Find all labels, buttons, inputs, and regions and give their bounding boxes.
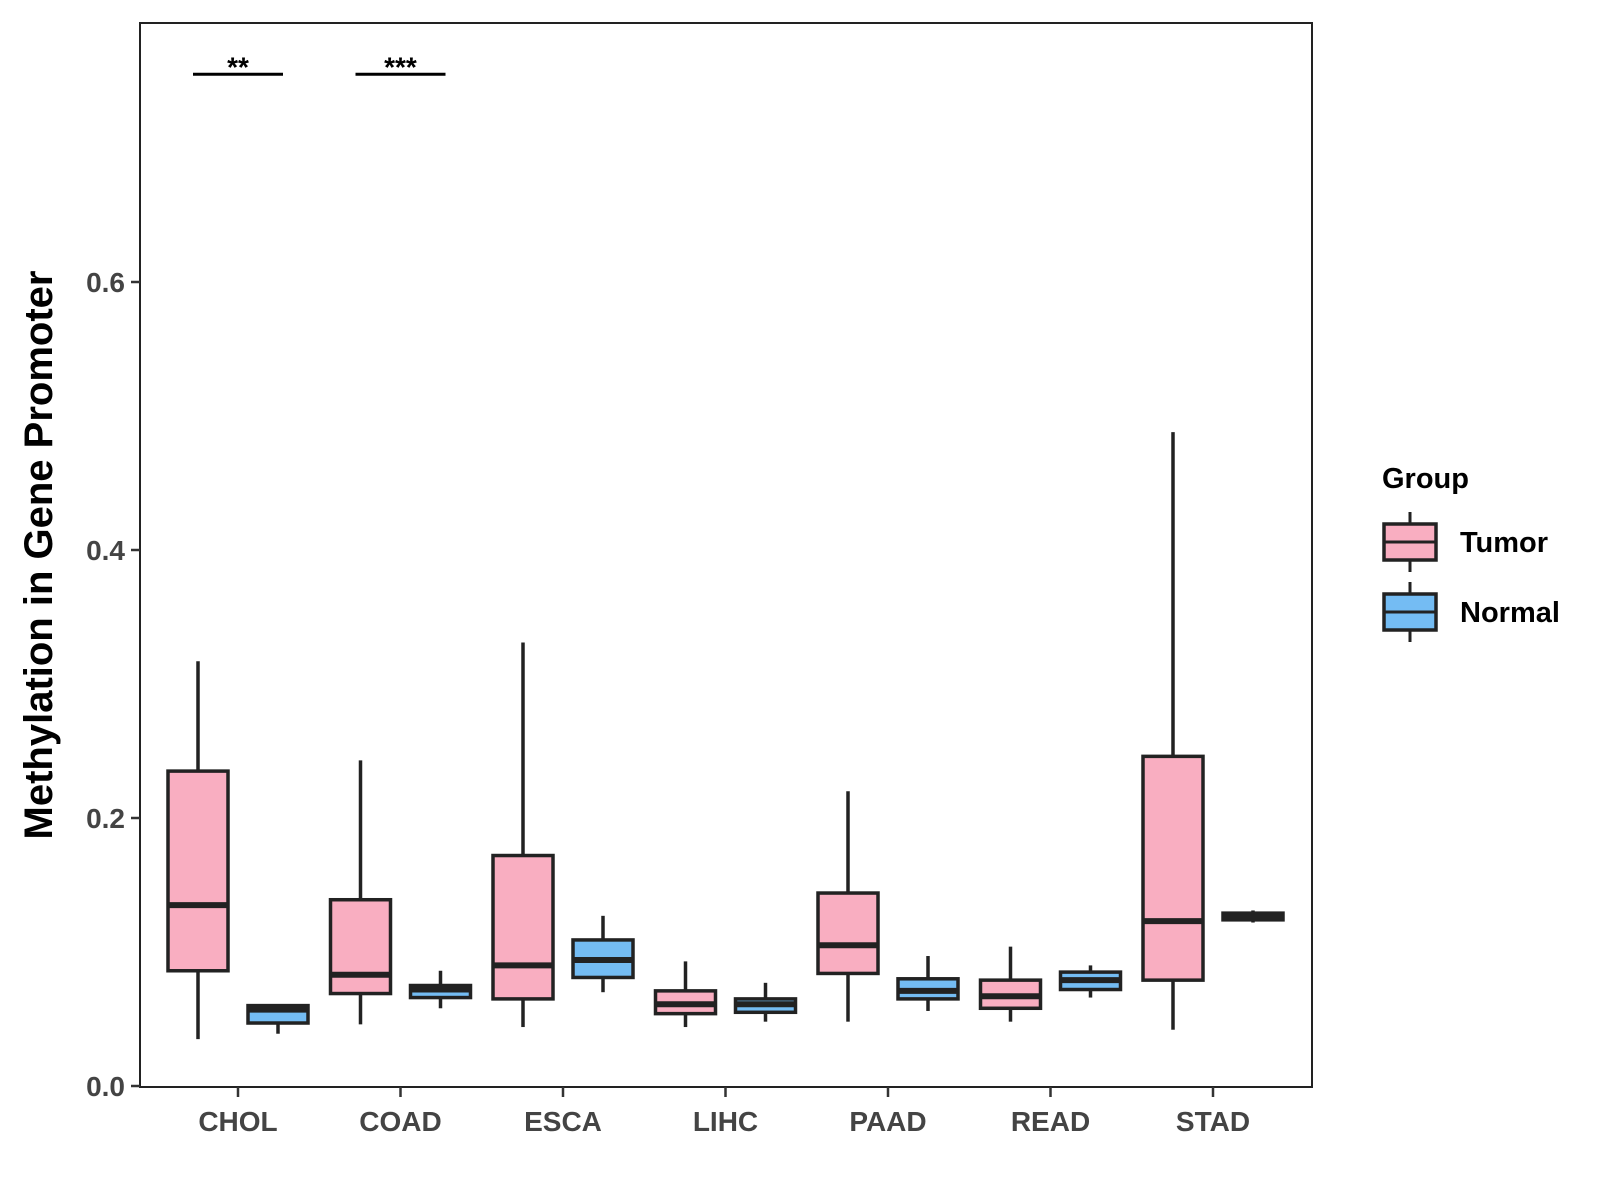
x-tick-label-coad: COAD [359,1106,441,1137]
significance-label-chol: ** [227,51,249,82]
y-tick-label-3: 0.6 [86,267,125,298]
x-tick-label-paad: PAAD [849,1106,926,1137]
box-tumor-esca [491,642,555,1028]
legend: Group Tumor Normal [1382,463,1560,642]
box-normal-chol [246,1003,310,1034]
legend-label: Normal [1460,597,1560,629]
box-normal-lihc [733,982,798,1022]
box-tumor-lihc [653,961,718,1028]
y-tick-label-0: 0.0 [86,1071,125,1102]
x-tick-label-lihc: LIHC [693,1106,758,1137]
x-tick-label-stad: STAD [1176,1106,1250,1137]
y-tick-label-2: 0.4 [86,535,125,566]
legend-label: Tumor [1460,527,1548,559]
box-body [166,769,230,973]
x-tick-label-read: READ [1011,1106,1090,1137]
legend-title: Group [1382,463,1469,495]
significance-label-coad: *** [384,51,417,82]
box-body [1141,754,1205,982]
panel-border [139,22,1313,1088]
axes: 0.0 0.2 0.4 0.6 CHOL COAD ESCA LIHC PAAD READ STAD [86,22,1313,1137]
box-normal-esca [571,915,635,993]
x-tick-label-esca: ESCA [524,1106,602,1137]
box-normal-read [1058,965,1123,998]
box-normal-coad [408,970,473,1009]
legend-item-tumor: Tumor [1382,512,1548,572]
box-tumor-paad [816,791,880,1022]
box-body [816,891,880,976]
box-body [328,897,393,996]
y-axis-label: Methylation in Gene Promoter [17,271,61,840]
y-tick-label-1: 0.2 [86,803,125,834]
box-tumor-chol [166,661,230,1040]
legend-item-normal: Normal [1382,582,1560,642]
x-tick-label-chol: CHOL [198,1106,277,1137]
box-normal-paad [896,956,960,1011]
box-body [491,853,555,1001]
box-tumor-coad [328,760,393,1025]
box-normal-stad [1221,910,1285,923]
plot-area: ** *** [166,51,1285,1040]
box-tumor-read [978,946,1043,1022]
box-tumor-stad [1141,432,1205,1030]
